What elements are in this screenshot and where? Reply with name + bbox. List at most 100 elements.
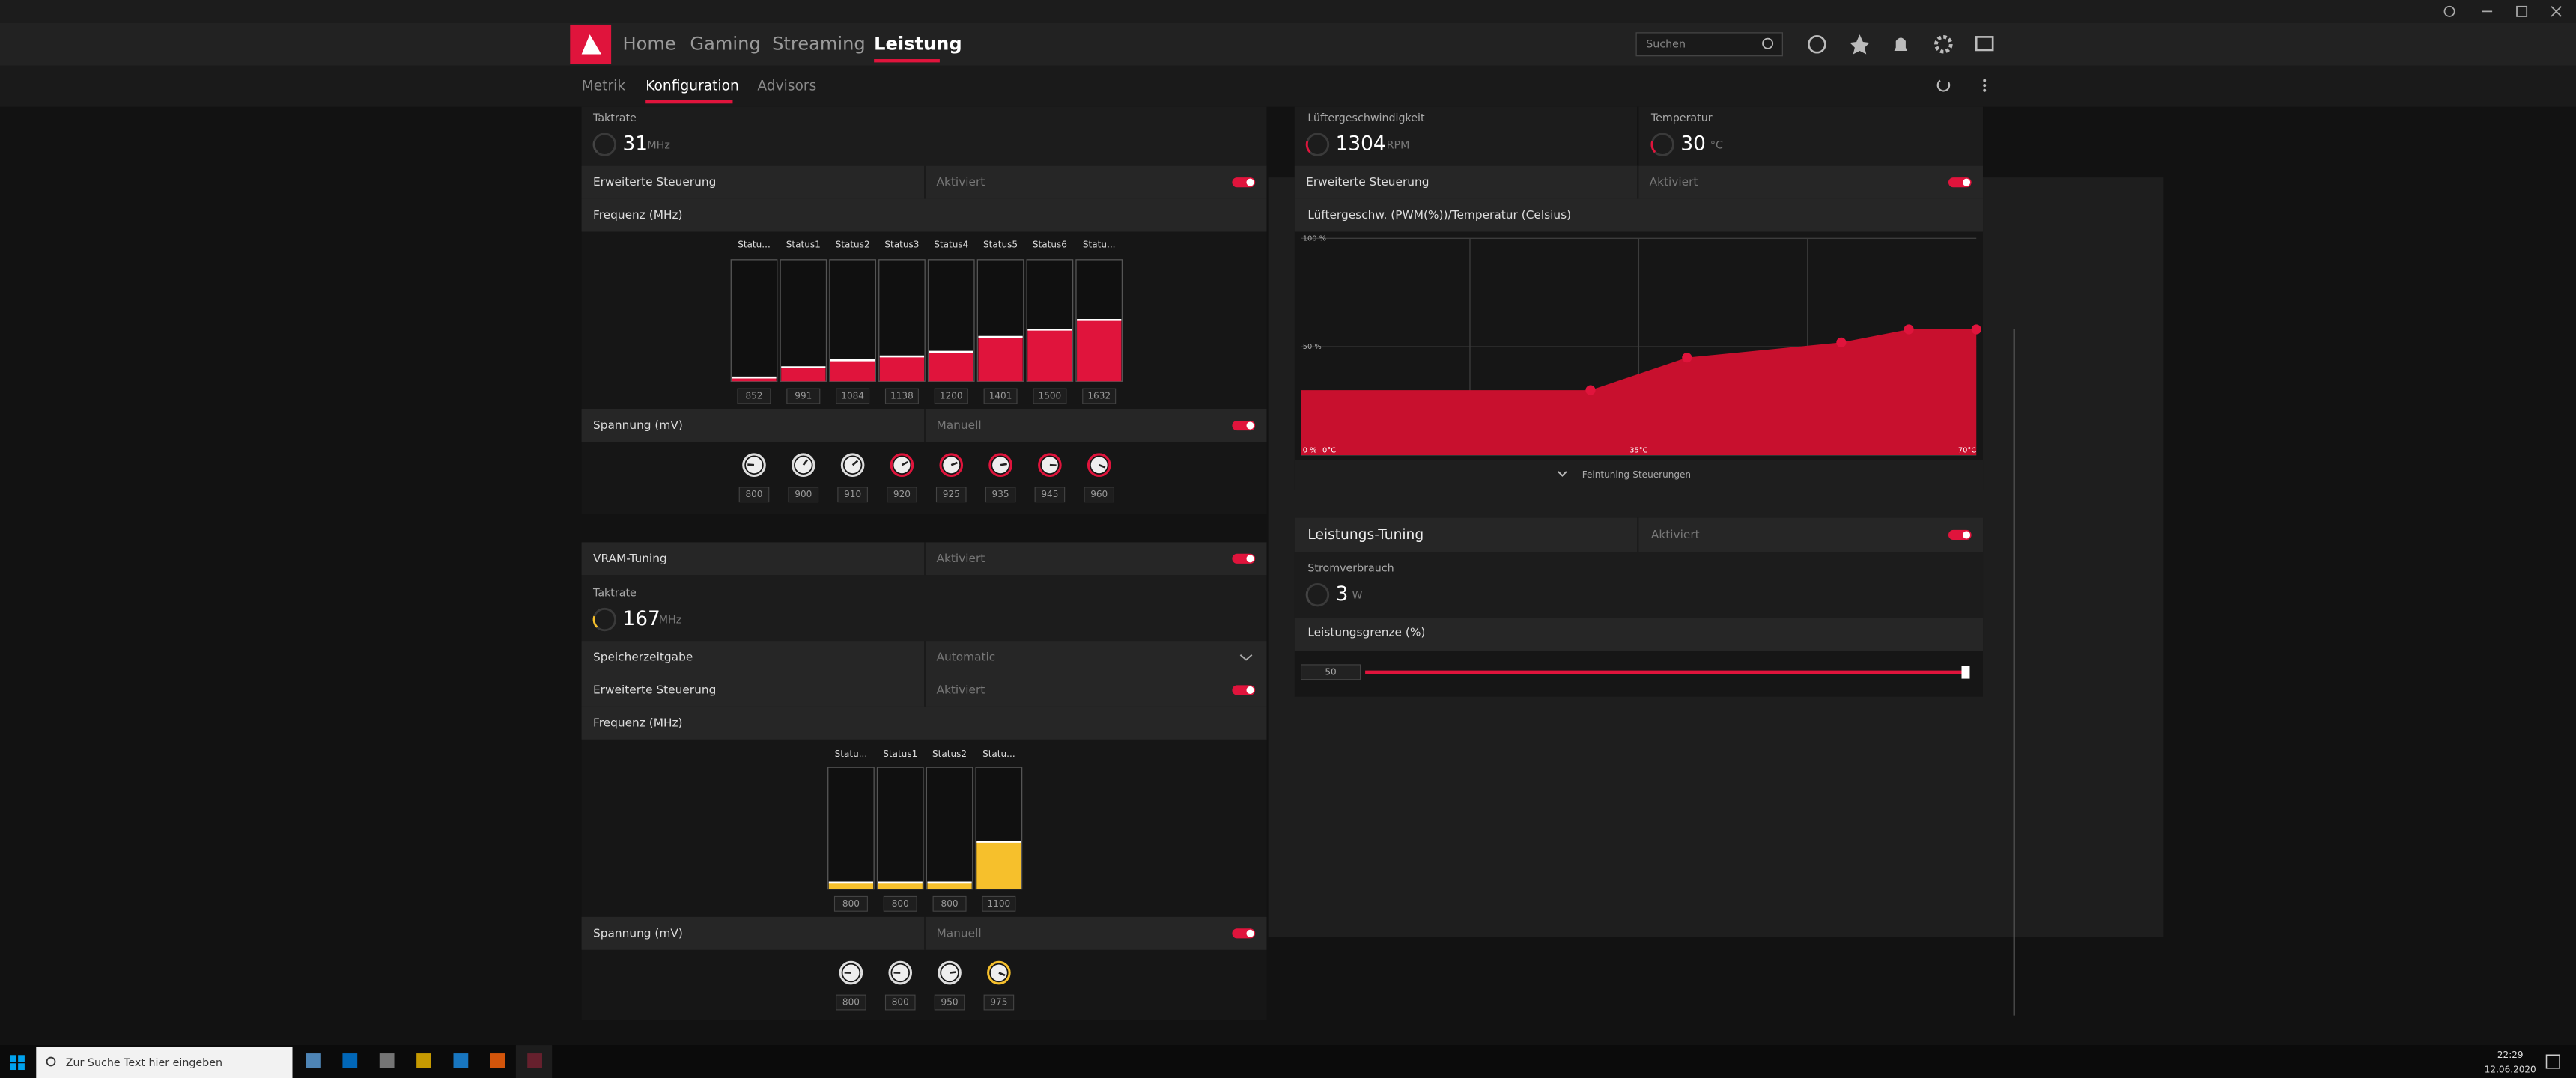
active-app xyxy=(515,1045,553,1078)
toggle-knob xyxy=(1246,178,1254,186)
row-state: Aktiviert xyxy=(1650,175,1698,189)
row-label: Spannung (mV) xyxy=(593,926,683,940)
knob-indicator xyxy=(1099,463,1106,469)
start-button[interactable] xyxy=(10,1055,25,1071)
gauge-arc xyxy=(1305,141,1311,153)
frequency-bar xyxy=(927,882,972,889)
fine-tuning-toggle[interactable]: Feintuning-Steuerungen xyxy=(1582,469,1691,480)
knob-rim xyxy=(742,453,766,478)
frequency-bar xyxy=(878,882,923,889)
frequency-value: 800 xyxy=(892,898,909,909)
value-box xyxy=(788,487,819,503)
state-label: Statu... xyxy=(835,749,868,759)
curve-point[interactable] xyxy=(1904,324,1914,335)
y-tick-label: 100 % xyxy=(1303,234,1326,243)
state-label: Status3 xyxy=(884,240,919,250)
frequency-value: 852 xyxy=(745,391,762,401)
knob-indicator xyxy=(851,460,859,466)
close-button[interactable] xyxy=(2551,6,2562,17)
consumption-value: 3 xyxy=(1336,583,1349,606)
globe-icon[interactable] xyxy=(1808,34,1826,54)
state-label: Status1 xyxy=(883,749,917,759)
value-box xyxy=(883,895,917,912)
value-box xyxy=(1033,388,1067,404)
clock-time[interactable]: 22:29 xyxy=(2497,1050,2524,1060)
profile-icon[interactable] xyxy=(1975,36,1994,52)
taskbar-search[interactable] xyxy=(36,1047,293,1078)
value-box xyxy=(1301,664,1361,680)
gauge-arc xyxy=(1305,591,1311,603)
gauge-arc xyxy=(592,141,598,153)
help-button[interactable] xyxy=(2443,5,2455,17)
expand-chevron[interactable] xyxy=(1558,471,1567,477)
frequency-value: 800 xyxy=(842,898,860,909)
knob-indicator xyxy=(1000,463,1007,466)
row xyxy=(1294,618,1984,651)
toggle-knob xyxy=(1246,555,1254,563)
row-state: Manuell xyxy=(937,926,982,940)
maximize-button[interactable] xyxy=(2516,5,2528,17)
favorites-icon[interactable] xyxy=(1850,34,1870,55)
search-placeholder[interactable]: Suchen xyxy=(1646,38,1686,50)
curve-point[interactable] xyxy=(1971,324,1981,335)
sub-header xyxy=(0,65,2576,107)
subnav-item[interactable]: Advisors xyxy=(757,79,816,94)
settings-icon[interactable] xyxy=(1934,34,1953,54)
nav-item[interactable]: Streaming xyxy=(772,33,866,54)
row xyxy=(581,575,1267,642)
nav-underline xyxy=(874,59,940,63)
notification-button[interactable] xyxy=(2545,1054,2560,1069)
frequency-value: 1401 xyxy=(989,391,1012,401)
nav-item[interactable]: Leistung xyxy=(874,33,962,54)
value-box xyxy=(983,994,1015,1011)
section-title: Frequenz (MHz) xyxy=(593,716,683,729)
gauge-arc xyxy=(1650,141,1656,153)
frequency-bar xyxy=(828,882,874,889)
knob-rim xyxy=(888,960,913,985)
clock-unit: MHz xyxy=(647,139,669,151)
notifications-icon[interactable] xyxy=(1894,37,1908,52)
more-icon[interactable] xyxy=(1983,79,1987,92)
voltage-value: 950 xyxy=(941,997,959,1008)
voltage-value: 910 xyxy=(844,489,861,499)
frequency-bar xyxy=(1027,329,1072,382)
slider-thumb[interactable] xyxy=(1961,666,1970,679)
taskbar-app[interactable] xyxy=(490,1053,505,1068)
temp-label: Temperatur xyxy=(1650,112,1713,124)
subnav-item[interactable]: Metrik xyxy=(582,79,626,94)
search-box[interactable] xyxy=(1635,32,1784,57)
value-box xyxy=(935,487,967,503)
value-box xyxy=(982,895,1016,912)
value-box xyxy=(934,388,968,404)
nav-item[interactable]: Home xyxy=(622,33,675,54)
value-box xyxy=(985,487,1016,503)
taskbar-app[interactable] xyxy=(342,1053,358,1068)
taskbar-search-text[interactable]: Zur Suche Text hier eingeben xyxy=(66,1057,222,1069)
value-box xyxy=(884,388,919,404)
y-tick-label: 50 % xyxy=(1303,343,1322,351)
fan-speed-value: 1304 xyxy=(1336,133,1386,156)
voltage-value: 920 xyxy=(893,489,911,499)
dropdown-chevron[interactable] xyxy=(1239,654,1253,661)
reset-icon[interactable] xyxy=(1936,79,1951,92)
taskbar-app[interactable] xyxy=(416,1053,431,1068)
clock-date[interactable]: 12.06.2020 xyxy=(2485,1065,2536,1075)
knob-rim xyxy=(939,453,964,478)
toggle-knob xyxy=(1246,421,1254,430)
value-box xyxy=(1082,388,1117,404)
voltage-value: 800 xyxy=(842,997,860,1008)
row-state: Aktiviert xyxy=(937,175,985,189)
curve-point[interactable] xyxy=(1836,337,1847,347)
value-box xyxy=(887,487,917,503)
curve-point[interactable] xyxy=(1682,353,1692,363)
frequency-bar xyxy=(976,841,1021,889)
taskbar-app[interactable] xyxy=(306,1053,321,1068)
curve-point[interactable] xyxy=(1585,385,1596,395)
bar-slot xyxy=(730,259,778,382)
subnav-item[interactable]: Konfiguration xyxy=(645,79,739,94)
nav-item[interactable]: Gaming xyxy=(690,33,760,54)
row-state: Aktiviert xyxy=(1651,528,1700,541)
taskbar-app[interactable] xyxy=(453,1053,469,1068)
taskbar-app[interactable] xyxy=(379,1053,395,1068)
